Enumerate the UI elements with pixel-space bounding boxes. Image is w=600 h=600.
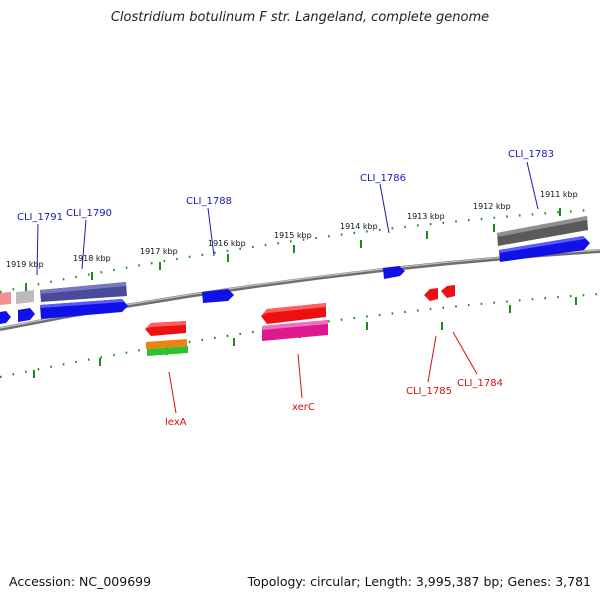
forward-genes-inner [0,236,590,324]
gene-label-xerc: xerC [292,402,315,413]
gene-cli-1788[interactable] [202,289,234,303]
kbp-label: 1918 kbp [73,254,111,263]
kbp-label: 1914 kbp [340,222,378,231]
forward-major-ticks [25,208,561,291]
kbp-label: 1912 kbp [473,202,511,211]
gene-cli-1785[interactable] [424,288,438,301]
gene-label-cli-1783: CLI_1783 [508,149,554,160]
kbp-label: 1913 kbp [407,212,445,221]
gene-label-lexa: lexA [165,417,187,428]
kbp-label: 1911 kbp [540,190,578,199]
topology-text: Topology: circular; Length: 3,995,387 bp… [247,574,591,589]
gene-label-cli-1784: CLI_1784 [457,378,503,389]
gene-orange[interactable] [146,339,187,349]
accession-text: Accession: NC_009699 [9,574,152,589]
kbp-label: 1916 kbp [208,239,246,248]
gene-forward-edge[interactable] [0,311,11,324]
genome-title: Clostridium botulinum F str. Langeland, … [110,10,490,25]
gene-green[interactable] [147,346,188,356]
gene-cli-1784[interactable] [441,285,455,298]
gene-cli-1791[interactable] [16,290,34,304]
gene-forward-small[interactable] [18,308,35,322]
gene-forward-partial[interactable] [0,292,11,305]
forward-genes-outer [0,216,588,305]
gene-label-cli-1786: CLI_1786 [360,173,406,184]
kbp-label: 1917 kbp [140,247,178,256]
gene-label-cli-1790: CLI_1790 [66,208,112,219]
gene-label-cli-1791: CLI_1791 [17,212,63,223]
kbp-label: 1919 kbp [6,260,44,269]
kbp-label: 1915 kbp [274,231,312,240]
gene-cli-1786[interactable] [383,266,405,279]
gene-label-cli-1785: CLI_1785 [406,386,452,397]
gene-label-cli-1788: CLI_1788 [186,196,232,207]
gene-forward-large[interactable] [499,236,590,262]
reverse-genes [145,285,455,356]
